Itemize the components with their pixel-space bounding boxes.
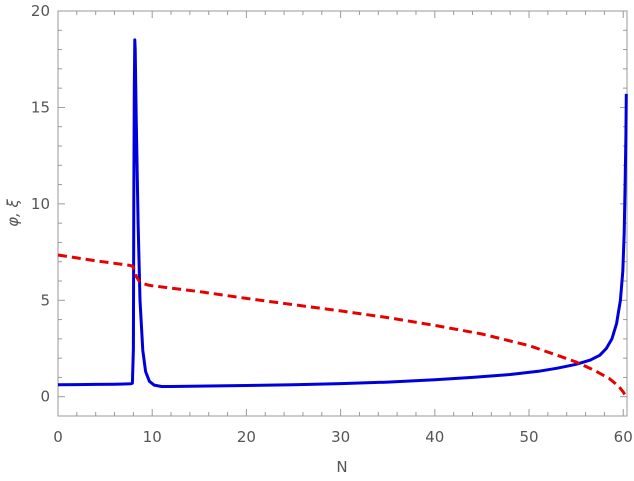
x-tick-label: 20: [237, 428, 256, 446]
x-tick-label: 10: [143, 428, 162, 446]
x-tick-label: 60: [614, 428, 633, 446]
x-axis-label: N: [336, 458, 347, 476]
y-tick-label: 0: [40, 388, 50, 406]
y-tick-label: 5: [40, 291, 50, 309]
y-tick-label: 15: [31, 98, 50, 116]
x-tick-label: 40: [425, 428, 444, 446]
series-line-dashed-red: [57, 253, 628, 398]
y-tick-label: 10: [31, 195, 50, 213]
tick-labels: 0 10 20 30 40 50 60 0 5 10 15 20: [31, 2, 633, 446]
axis-ticks: [57, 10, 627, 417]
plot-frame: [57, 10, 628, 417]
y-axis-label: φ, ξ: [4, 198, 22, 226]
series-layer: [57, 38, 628, 398]
x-tick-label: 50: [519, 428, 538, 446]
x-tick-label: 0: [53, 428, 63, 446]
x-tick-label: 30: [331, 428, 350, 446]
y-tick-label: 20: [31, 2, 50, 20]
series-line-solid-blue: [57, 38, 628, 388]
